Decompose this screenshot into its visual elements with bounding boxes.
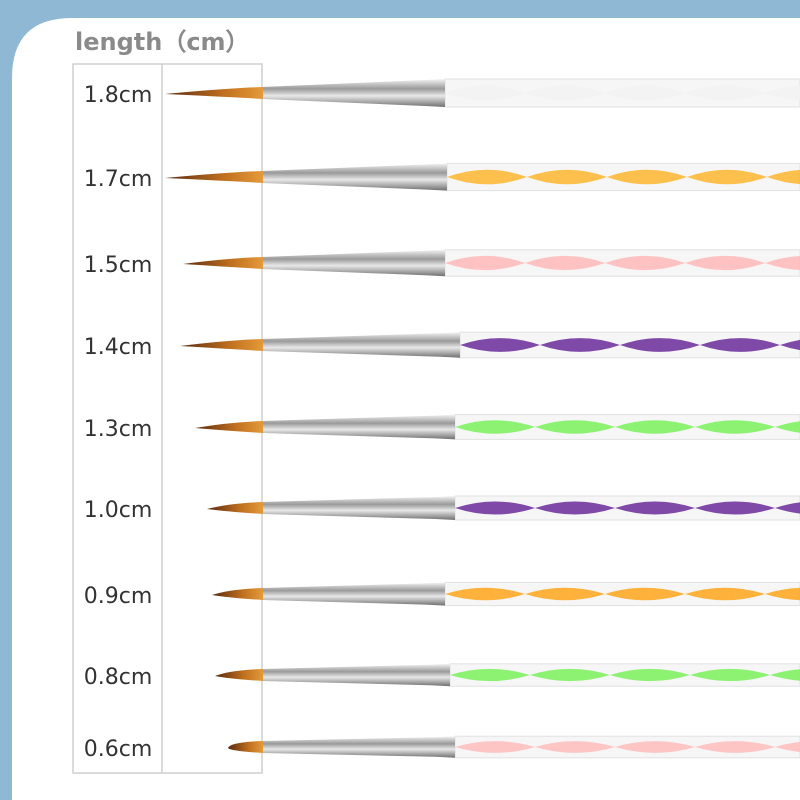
handle-twist: [450, 668, 800, 682]
length-label: 0.6cm: [84, 737, 153, 762]
handle-twist: [445, 255, 800, 271]
ferrule: [262, 163, 447, 191]
ferrule: [262, 582, 445, 606]
ferrule: [262, 332, 460, 358]
bristles: [212, 588, 263, 600]
bristles: [180, 339, 263, 351]
handle-twist: [455, 741, 800, 753]
length-label: 1.5cm: [84, 253, 153, 278]
bristles: [195, 421, 263, 433]
length-label: 1.7cm: [84, 167, 153, 192]
bristles: [165, 171, 263, 183]
handle-twist: [455, 501, 800, 515]
length-table: [72, 63, 263, 774]
length-label: 1.4cm: [84, 335, 153, 360]
length-label: 0.9cm: [84, 584, 153, 609]
ferrule: [262, 414, 455, 440]
length-label: 1.3cm: [84, 417, 153, 442]
bristles: [215, 669, 263, 681]
brushes: [165, 78, 800, 759]
bristles: [183, 257, 263, 269]
ferrule: [262, 79, 445, 107]
handle-twist: [455, 420, 800, 434]
length-label: 1.8cm: [84, 83, 153, 108]
ferrule: [262, 736, 455, 758]
ferrule: [262, 663, 450, 687]
bristles: [165, 87, 263, 99]
labels: 1.8cm 1.7cm 1.5cm 1.4cm 1.3cm 1.0cm 0.9cm 0.8cm…: [84, 83, 153, 762]
handle-twist: [445, 85, 800, 101]
ferrule: [262, 496, 455, 520]
bristles: [228, 741, 263, 753]
handle-twist: [445, 587, 800, 601]
ferrule: [262, 249, 445, 277]
bristles: [207, 502, 263, 514]
length-label: 0.8cm: [84, 665, 153, 690]
length-label: 1.0cm: [84, 498, 153, 523]
handle-twist: [460, 338, 800, 352]
handle-twist: [447, 169, 800, 185]
title: length（cm）: [75, 28, 250, 56]
